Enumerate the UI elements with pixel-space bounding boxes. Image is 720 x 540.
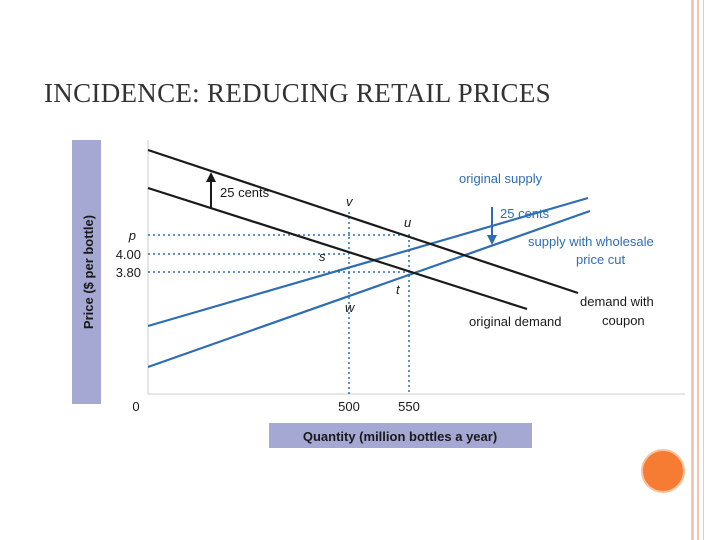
slide-title: INCIDENCE: REDUCING RETAIL PRICES bbox=[44, 78, 551, 108]
decorative-orange-circle bbox=[641, 449, 685, 493]
point-u-label: u bbox=[404, 215, 411, 230]
x-tick-0: 0 bbox=[132, 399, 139, 414]
y-axis-label: Price ($ per bottle) bbox=[81, 215, 96, 329]
x-axis-label: Quantity (million bottles a year) bbox=[303, 429, 497, 444]
slide-border-right-3 bbox=[703, 0, 704, 540]
point-t-label: t bbox=[396, 282, 401, 297]
demand-coupon-label-2: coupon bbox=[602, 313, 645, 328]
x-axis-band bbox=[269, 423, 532, 448]
demand-shift-label: 25 cents bbox=[220, 185, 270, 200]
original-demand-label: original demand bbox=[469, 314, 562, 329]
y-tick-p: p bbox=[128, 228, 136, 243]
demand-coupon-label-1: demand with bbox=[580, 294, 654, 309]
demand-coupon-line bbox=[147, 148, 579, 295]
supply-cut-label-1: supply with wholesale bbox=[528, 234, 654, 249]
original-demand-line bbox=[147, 186, 528, 311]
slide-border-right-2 bbox=[697, 0, 699, 540]
supply-shift-label: 25 cents bbox=[500, 206, 550, 221]
original-supply-line bbox=[147, 196, 589, 328]
point-v-label: v bbox=[346, 194, 354, 209]
supply-cut-line bbox=[147, 209, 591, 369]
y-tick-3-80: 3.80 bbox=[116, 265, 141, 280]
supply-cut-label-2: price cut bbox=[576, 252, 626, 267]
x-tick-500: 500 bbox=[338, 399, 360, 414]
y-tick-4-00: 4.00 bbox=[116, 247, 141, 262]
point-w-label: w bbox=[345, 300, 356, 315]
original-supply-label: original supply bbox=[459, 171, 543, 186]
slide-border-right-1 bbox=[691, 0, 694, 540]
y-axis-band bbox=[72, 140, 101, 404]
x-tick-550: 550 bbox=[398, 399, 420, 414]
point-s-label: s bbox=[319, 249, 326, 264]
